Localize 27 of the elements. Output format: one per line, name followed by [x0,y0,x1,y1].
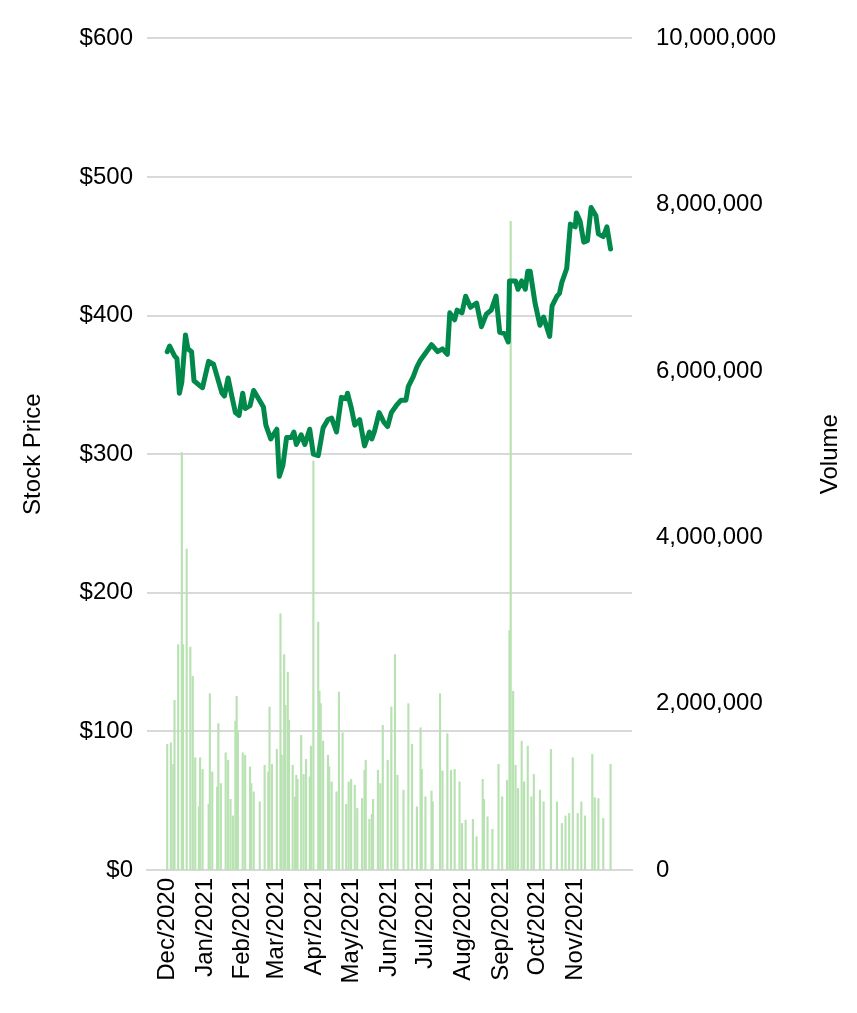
y2-tick-label: 6,000,000 [656,355,763,383]
y2-tick-label: 10,000,000 [656,23,777,51]
y2-tick-label: 2,000,000 [656,688,763,716]
y-tick-label: $200 [79,577,133,605]
y2-tick-label: 8,000,000 [656,189,763,217]
x-tick-label: Jan/2021 [189,878,217,977]
x-tick-label: May/2021 [335,878,363,984]
y-tick-label: $600 [79,23,133,51]
y-axis-title: Stock Price [17,393,45,515]
x-tick-label: Sep/2021 [485,878,513,981]
x-tick-label: Aug/2021 [447,878,475,981]
x-tick-label: Jun/2021 [373,878,401,977]
y-tick-label: $500 [79,161,133,189]
x-tick-label: Feb/2021 [227,878,255,980]
x-tick-label: Apr/2021 [299,878,327,976]
y-tick-label: $0 [106,854,133,882]
y2-tick-label: 0 [656,854,670,882]
x-tick-label: Dec/2020 [151,878,179,981]
y-tick-label: $400 [79,300,133,328]
y-tick-label: $100 [79,716,133,744]
x-tick-label: Jul/2021 [410,878,438,969]
y2-tick-label: 4,000,000 [656,521,763,549]
y2-axis-title: Volume [814,414,842,495]
x-tick-label: Nov/2021 [559,878,587,981]
y-tick-label: $300 [79,438,133,466]
x-tick-label: Oct/2021 [522,878,550,976]
x-tick-label: Mar/2021 [261,878,289,980]
